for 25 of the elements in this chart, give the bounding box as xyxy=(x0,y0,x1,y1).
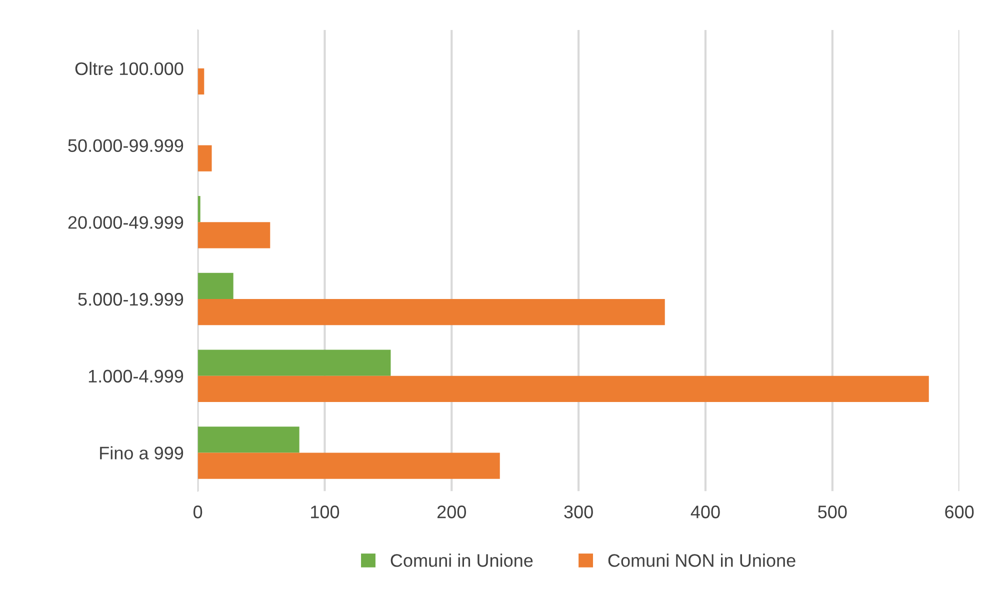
legend-label: Comuni in Unione xyxy=(390,554,533,567)
x-tick-label: 500 xyxy=(818,506,847,518)
x-tick-label: 200 xyxy=(437,506,466,518)
y-tick-label: 1.000-4.999 xyxy=(88,370,184,383)
legend-label: Comuni NON in Unione xyxy=(608,554,796,567)
x-tick-label: 400 xyxy=(690,506,720,518)
bar xyxy=(198,299,665,326)
y-tick-label: Fino a 999 xyxy=(100,446,184,460)
bar xyxy=(198,452,500,479)
bar xyxy=(198,426,300,453)
y-tick-label: 50.000-99.999 xyxy=(68,139,184,152)
y-tick-label: 20.000-49.999 xyxy=(68,216,184,229)
x-tick-label: 600 xyxy=(945,506,974,518)
x-tick-label: 0 xyxy=(193,506,202,518)
bar xyxy=(198,272,234,299)
bar xyxy=(198,222,270,248)
x-tick-label: 300 xyxy=(564,506,593,518)
x-tick-label: 100 xyxy=(311,506,340,518)
bar xyxy=(198,145,212,172)
bar xyxy=(198,68,204,95)
bar xyxy=(198,350,391,376)
bar xyxy=(198,196,200,222)
y-tick-label: 5.000-19.999 xyxy=(78,292,184,306)
bar xyxy=(198,376,929,402)
y-tick-label: Oltre 100.000 xyxy=(75,62,184,76)
